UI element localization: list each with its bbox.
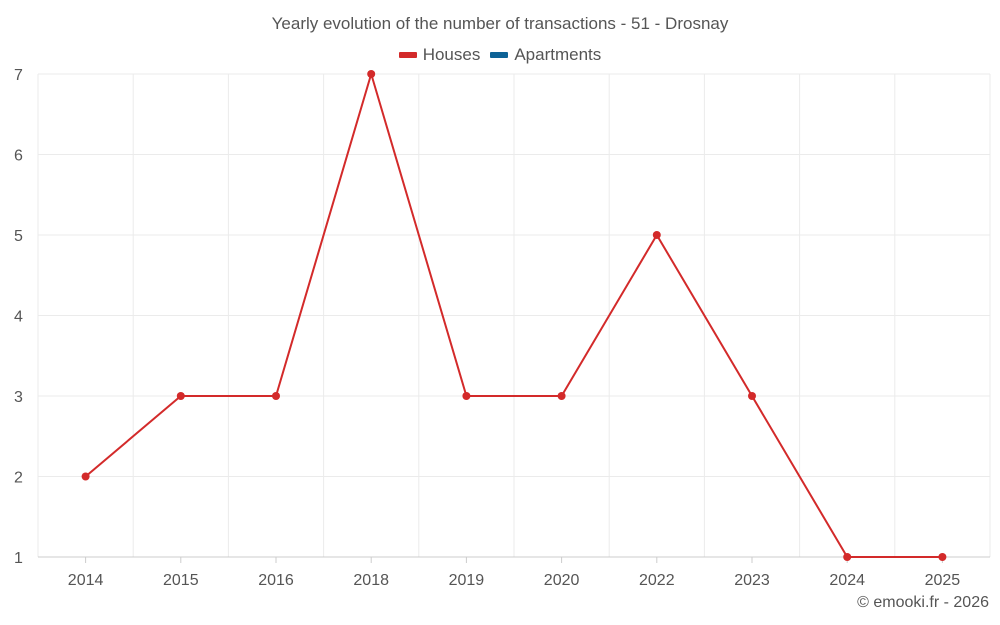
data-point-houses-2023	[748, 392, 756, 400]
chart-title: Yearly evolution of the number of transa…	[271, 14, 729, 33]
legend-swatch-houses	[398, 52, 417, 58]
data-point-houses-2022	[652, 231, 661, 239]
x-tick-label-2023: 2023	[734, 572, 770, 589]
legend: Houses Apartments	[0, 45, 1000, 65]
x-tick-label-2025: 2025	[925, 572, 961, 589]
grid	[37, 73, 991, 557]
x-tick-label-2014: 2014	[68, 572, 104, 589]
y-tick-label-1: 1	[14, 550, 23, 567]
y-tick-label-5: 5	[14, 228, 23, 245]
data-point-houses-2025	[938, 553, 947, 561]
data-point-houses-2024	[843, 553, 852, 561]
data-point-houses-2015	[176, 392, 185, 400]
x-tick-label-2019: 2019	[449, 572, 485, 589]
data-point-houses-2016	[272, 392, 280, 400]
legend-label-houses: Houses	[422, 45, 481, 64]
legend-swatch-apartments	[490, 52, 509, 58]
x-tick-label-2015: 2015	[163, 572, 199, 589]
series-line-houses	[84, 73, 943, 558]
axes: 1 2 3 4 5 6 7 2014 2015 2016 2018 2019 2020 2022 2023 2…	[14, 67, 990, 589]
data-point-houses-2020	[557, 392, 566, 400]
y-tick-label-4: 4	[14, 309, 23, 326]
series-layer	[81, 70, 947, 561]
y-tick-label-3: 3	[14, 389, 23, 406]
x-tick-label-2022: 2022	[639, 572, 675, 589]
data-point-houses-2014	[81, 472, 90, 481]
x-tick-label-2020: 2020	[544, 572, 580, 589]
legend-label-apartments: Apartments	[514, 45, 602, 64]
x-tick-label-2016: 2016	[258, 572, 294, 589]
y-tick-label-2: 2	[14, 470, 23, 487]
x-tick-label-2024: 2024	[829, 572, 865, 589]
data-point-houses-2019	[462, 392, 471, 400]
legend-item-apartments[interactable]: Apartments	[490, 45, 601, 65]
data-point-houses-2018	[367, 70, 376, 78]
credit-text: © emooki.fr - 2026	[857, 594, 989, 611]
y-tick-label-6: 6	[14, 148, 23, 165]
legend-item-houses[interactable]: Houses	[398, 45, 481, 65]
y-tick-label-7: 7	[14, 67, 23, 84]
x-tick-label-2018: 2018	[353, 572, 389, 589]
